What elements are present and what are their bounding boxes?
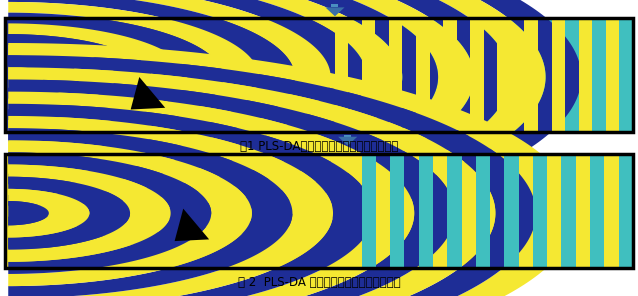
Polygon shape (131, 77, 165, 110)
Polygon shape (8, 0, 438, 206)
Bar (416, 18, 429, 132)
Polygon shape (338, 137, 357, 146)
Bar (345, 135, 352, 137)
Bar (619, 154, 633, 268)
Bar (476, 154, 490, 268)
Bar (505, 154, 519, 268)
Bar (498, 18, 511, 132)
Bar (335, 18, 633, 132)
Bar (332, 4, 339, 7)
Polygon shape (8, 0, 510, 227)
Polygon shape (8, 177, 130, 250)
Polygon shape (8, 2, 259, 152)
Bar (447, 154, 461, 268)
Polygon shape (8, 34, 151, 120)
Bar (362, 18, 375, 132)
Bar (524, 18, 538, 132)
Bar (552, 18, 565, 132)
Polygon shape (8, 104, 374, 296)
Polygon shape (8, 116, 333, 296)
Polygon shape (8, 189, 89, 237)
Polygon shape (8, 0, 545, 238)
Bar (389, 18, 403, 132)
Bar (362, 154, 376, 268)
Bar (5, 18, 633, 132)
Bar (5, 18, 633, 132)
Bar (5, 154, 633, 268)
Polygon shape (8, 43, 577, 296)
Bar (590, 154, 604, 268)
Polygon shape (8, 79, 455, 296)
Bar (443, 18, 457, 132)
Polygon shape (8, 23, 188, 131)
Bar (390, 154, 404, 268)
Polygon shape (8, 152, 211, 274)
Polygon shape (8, 45, 115, 109)
Bar (606, 18, 619, 132)
Polygon shape (8, 140, 252, 286)
Polygon shape (8, 128, 292, 296)
Polygon shape (8, 0, 366, 184)
Text: 图1 PLS-DA区分早材中的幼龄材与成熟材。: 图1 PLS-DA区分早材中的幼龄材与成熟材。 (240, 140, 398, 153)
Text: 图 2  PLS-DA 区分晚材中的幼龄材与成熟材: 图 2 PLS-DA 区分晚材中的幼龄材与成熟材 (238, 276, 400, 289)
Polygon shape (8, 92, 414, 296)
Polygon shape (8, 0, 295, 163)
Polygon shape (8, 0, 330, 173)
Bar (579, 18, 592, 132)
Polygon shape (8, 55, 536, 296)
Bar (470, 18, 484, 132)
Bar (5, 154, 633, 268)
Bar (561, 154, 575, 268)
Bar (335, 18, 348, 132)
Polygon shape (8, 201, 49, 225)
Bar (419, 154, 433, 268)
Bar (533, 154, 547, 268)
Polygon shape (8, 0, 474, 216)
Polygon shape (8, 0, 581, 249)
Polygon shape (325, 7, 345, 16)
Polygon shape (8, 13, 223, 141)
Polygon shape (8, 0, 403, 195)
Bar (347, 154, 633, 268)
Polygon shape (175, 209, 209, 241)
Polygon shape (8, 66, 44, 88)
Polygon shape (8, 165, 170, 262)
Polygon shape (8, 56, 80, 99)
Polygon shape (8, 67, 495, 296)
